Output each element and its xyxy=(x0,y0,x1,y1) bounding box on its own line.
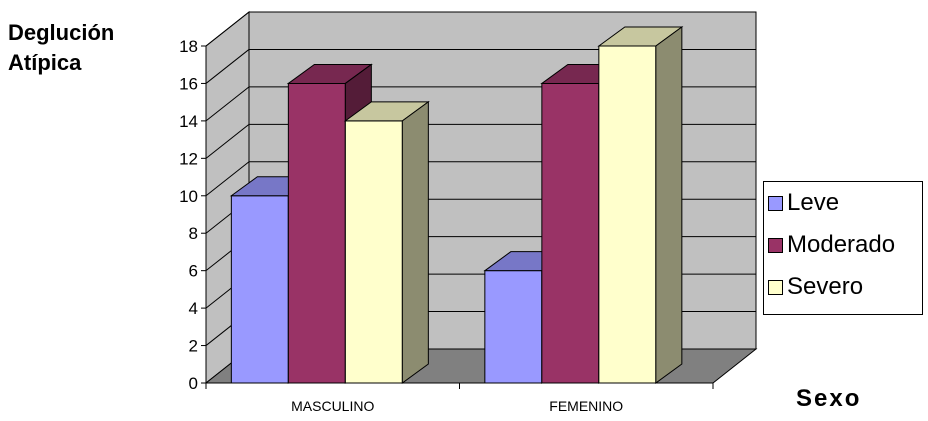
y-tick-label: 14 xyxy=(179,112,198,131)
bar xyxy=(344,120,403,384)
y-tick-label: 16 xyxy=(179,74,198,93)
y-tick-label: 8 xyxy=(189,224,198,243)
legend-item-leve: Leve xyxy=(764,182,922,224)
bar xyxy=(484,270,543,384)
x-axis-label: Sexo xyxy=(796,385,862,412)
legend-swatch-severo xyxy=(768,279,783,295)
y-tick-label: 4 xyxy=(189,299,198,318)
gridline-side xyxy=(205,11,250,47)
bar xyxy=(287,82,346,384)
legend-swatch-leve xyxy=(768,195,783,211)
gridline-side xyxy=(205,123,250,159)
y-tick-label: 0 xyxy=(189,374,198,393)
gridline-side xyxy=(205,161,250,197)
x-tick-label: MASCULINO xyxy=(291,398,374,414)
bar xyxy=(598,45,657,384)
legend-swatch-moderado xyxy=(768,237,783,253)
bar-side xyxy=(655,26,683,384)
gridline-side xyxy=(205,86,250,122)
y-tick-label: 12 xyxy=(179,149,198,168)
legend: Leve Moderado Severo xyxy=(763,181,923,315)
y-tick-label: 2 xyxy=(189,337,198,356)
y-tick-label: 6 xyxy=(189,262,198,281)
legend-item-moderado: Moderado xyxy=(764,224,922,266)
y-axis-label: Deglución Atípica xyxy=(8,20,115,75)
legend-item-severo: Severo xyxy=(764,266,922,308)
bar xyxy=(230,195,289,384)
bar-side xyxy=(401,100,429,384)
y-tick-label: 18 xyxy=(179,37,198,56)
gridline-side xyxy=(205,49,250,84)
legend-label-leve: Leve xyxy=(787,189,840,216)
legend-label-severo: Severo xyxy=(787,273,864,300)
x-tick-label: FEMENINO xyxy=(549,398,623,414)
bar xyxy=(541,82,600,384)
legend-label-moderado: Moderado xyxy=(787,231,896,258)
y-tick-label: 10 xyxy=(179,187,198,206)
